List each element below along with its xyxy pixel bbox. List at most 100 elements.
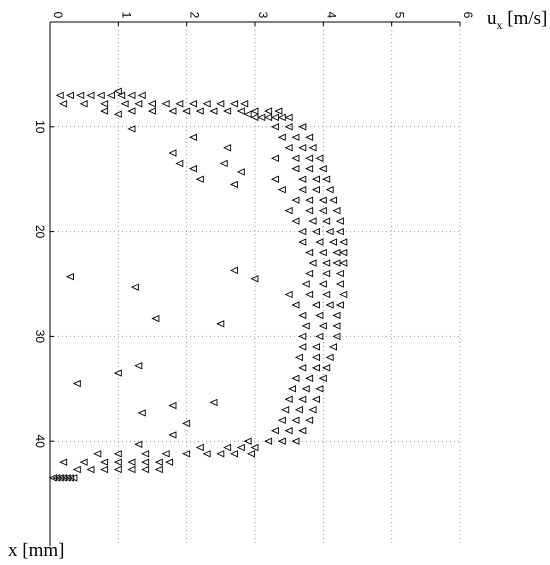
left-axis-tick-label: 20 <box>33 225 47 239</box>
data-point-marker <box>100 465 109 474</box>
data-point-marker <box>195 443 204 452</box>
data-point-marker <box>236 443 245 452</box>
data-point-marker <box>277 437 286 445</box>
data-point-marker <box>175 100 184 108</box>
data-point-marker <box>127 465 136 474</box>
data-point-marker <box>223 107 232 115</box>
data-point-marker <box>130 283 139 291</box>
data-point-marker <box>305 133 314 141</box>
data-point-marker <box>243 437 252 445</box>
left-axis-tick-label: 10 <box>33 120 47 134</box>
data-point-marker <box>79 100 88 108</box>
data-point-marker <box>113 458 122 466</box>
data-point-marker <box>325 301 334 309</box>
data-point-marker <box>59 100 68 108</box>
data-point-marker <box>168 149 177 157</box>
data-point-marker <box>301 280 310 288</box>
data-point-marker <box>72 465 81 474</box>
data-point-marker <box>305 416 314 424</box>
data-point-marker <box>332 248 341 257</box>
data-point-marker <box>113 450 122 458</box>
data-point-marker <box>165 458 174 466</box>
data-point-marker <box>298 123 307 131</box>
data-point-marker <box>270 154 279 162</box>
data-point-marker <box>311 364 320 372</box>
data-point-marker <box>216 320 225 328</box>
data-point-marker <box>335 227 344 236</box>
data-point-marker <box>264 113 273 122</box>
data-point-marker <box>127 125 136 133</box>
data-point-marker <box>308 217 317 225</box>
data-point-marker <box>329 238 338 246</box>
top-axis-tick-label: 2 <box>188 12 202 19</box>
data-point-marker <box>318 280 327 288</box>
data-point-marker <box>311 353 320 362</box>
left-axis-tick-label: 30 <box>33 330 47 344</box>
data-point-marker <box>311 395 320 403</box>
data-point-marker <box>65 272 74 281</box>
data-point-marker <box>291 196 300 204</box>
data-point-marker <box>236 168 245 176</box>
data-point-marker <box>308 144 317 152</box>
data-point-marker <box>311 301 320 309</box>
data-point-marker <box>311 227 320 236</box>
data-point-marker <box>168 401 177 410</box>
data-point-marker <box>298 311 307 320</box>
data-point-marker <box>315 238 324 246</box>
data-point-marker <box>332 322 341 330</box>
data-point-marker <box>137 409 146 417</box>
data-point-marker <box>339 238 348 246</box>
data-point-marker <box>298 175 307 183</box>
data-point-marker <box>100 107 109 115</box>
data-point-marker <box>209 107 218 115</box>
data-point-marker <box>318 196 327 204</box>
data-point-marker <box>147 100 156 108</box>
data-point-marker <box>305 154 314 162</box>
data-point-marker <box>113 87 122 95</box>
data-point-marker <box>322 217 331 225</box>
data-point-marker <box>195 175 204 183</box>
data-point-marker <box>216 450 225 458</box>
data-point-marker <box>250 275 259 283</box>
data-point-marker <box>202 100 211 108</box>
data-point-marker <box>55 91 64 100</box>
data-point-marker <box>113 465 122 474</box>
data-point-marker <box>298 144 307 152</box>
data-point-marker <box>322 269 331 278</box>
data-point-marker <box>284 206 293 215</box>
data-point-marker <box>329 196 338 204</box>
data-point-marker <box>182 419 191 428</box>
data-point-marker <box>240 100 249 108</box>
data-point-marker <box>219 159 228 168</box>
data-point-marker <box>86 91 95 100</box>
data-point-marker <box>65 91 74 100</box>
top-axis-tick-label: 0 <box>51 12 65 19</box>
data-point-marker <box>284 144 293 152</box>
grid <box>50 22 461 546</box>
data-point-marker <box>270 427 279 435</box>
data-point-marker <box>315 332 324 341</box>
data-point-marker <box>264 437 273 445</box>
data-point-marker <box>168 431 177 439</box>
left-axis-label: x [mm] <box>8 540 65 561</box>
axis-ticks: 0 1 2 3 4 5 6 10 20 30 40 <box>33 12 475 449</box>
data-point-marker <box>106 91 115 100</box>
data-point-marker <box>284 123 293 131</box>
data-point-marker <box>305 206 314 215</box>
data-point-marker <box>305 290 314 299</box>
data-point-marker <box>147 107 156 115</box>
data-point-marker <box>291 437 300 445</box>
data-point-marker <box>250 443 259 452</box>
data-point-marker <box>134 440 143 449</box>
data-point-marker <box>298 332 307 341</box>
data-point-marker <box>229 450 238 458</box>
data-point-marker <box>325 185 334 194</box>
data-point-marker <box>325 353 334 362</box>
data-point-marker <box>127 107 136 115</box>
data-point-marker <box>69 474 78 482</box>
data-point-marker <box>250 107 259 115</box>
data-point-marker <box>72 379 81 388</box>
top-axis-tick-label: 6 <box>461 12 475 19</box>
data-point-marker <box>329 343 338 351</box>
data-point-marker <box>182 107 191 115</box>
